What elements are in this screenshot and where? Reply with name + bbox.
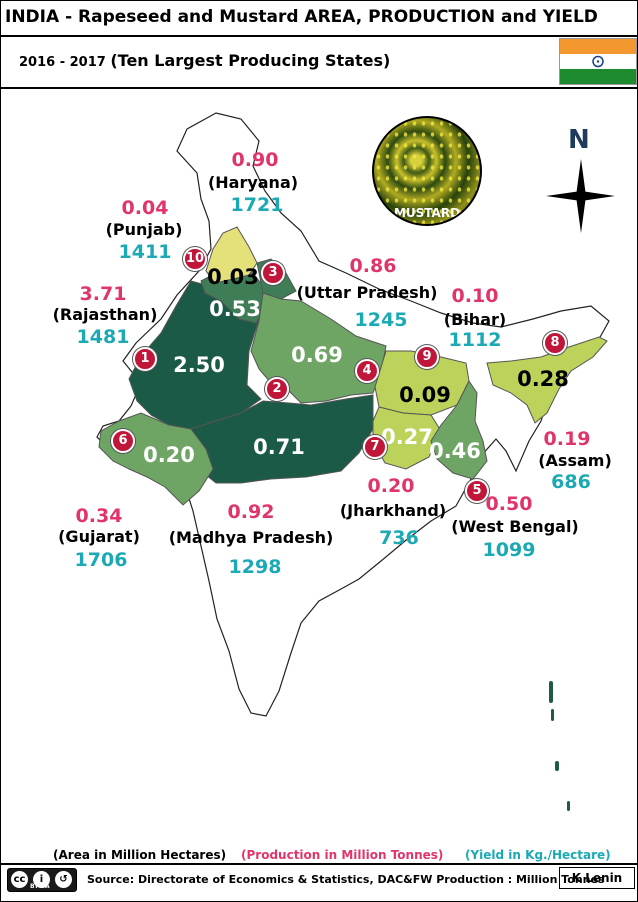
- gujarat-production: 0.34: [75, 505, 123, 527]
- andaman-islands: [549, 681, 570, 811]
- jharkhand-area: 0.27: [381, 425, 433, 449]
- haryana-production: 0.90: [231, 149, 279, 171]
- license-label: BY SA: [30, 883, 50, 890]
- west-bengal-production: 0.50: [485, 493, 533, 515]
- jharkhand-name: (Jharkhand): [339, 501, 447, 520]
- state-west-bengal: [430, 380, 488, 480]
- rajasthan-production: 3.71: [79, 283, 127, 305]
- punjab-name: (Punjab): [105, 220, 183, 239]
- west-bengal-yield: 1099: [482, 539, 536, 561]
- cc-icon: cc: [11, 871, 28, 888]
- rank-badge-jharkhand: 7: [363, 435, 387, 459]
- page-title: INDIA - Rapeseed and Mustard AREA, PRODU…: [5, 7, 598, 27]
- rajasthan-area: 2.50: [173, 353, 225, 377]
- uttar-pradesh-yield: 1245: [354, 309, 408, 331]
- rajasthan-name: (Rajasthan): [52, 305, 158, 324]
- uttar-pradesh-production: 0.86: [349, 255, 397, 277]
- rank-badge-madhya-pradesh: 2: [265, 377, 289, 401]
- legend-yield: (Yield in Kg./Hectare): [465, 848, 611, 862]
- rank-badge-haryana: 3: [261, 261, 285, 285]
- bihar-yield: 1112: [448, 329, 502, 351]
- rank-badge-punjab: 10: [183, 247, 207, 271]
- footer-divider: [1, 863, 637, 865]
- madhya-pradesh-yield: 1298: [228, 556, 282, 578]
- rank-badge-rajasthan: 1: [133, 347, 157, 371]
- gujarat-yield: 1706: [74, 549, 128, 571]
- state-uttar-pradesh: [250, 292, 387, 404]
- subtitle-label: (Ten Largest Producing States): [110, 51, 391, 70]
- state-jharkhand: [372, 406, 442, 470]
- creative-commons-badge: cc i ↺ BY SA: [7, 868, 77, 892]
- assam-yield: 686: [551, 471, 591, 493]
- compass-rose-icon: [546, 159, 615, 233]
- haryana-yield: 1721: [230, 194, 284, 216]
- sa-icon: ↺: [55, 871, 72, 888]
- rajasthan-yield: 1481: [76, 326, 130, 348]
- haryana-area: 0.53: [209, 297, 261, 321]
- jharkhand-production: 0.20: [367, 475, 415, 497]
- header-divider: [1, 87, 637, 89]
- madhya-pradesh-production: 0.92: [227, 501, 275, 523]
- rank-badge-assam: 8: [543, 331, 567, 355]
- uttar-pradesh-area: 0.69: [291, 343, 343, 367]
- bihar-production: 0.10: [451, 285, 499, 307]
- madhya-pradesh-area: 0.71: [253, 435, 305, 459]
- punjab-production: 0.04: [121, 197, 169, 219]
- source-note: Source: Directorate of Economics & Stati…: [87, 873, 605, 886]
- bihar-name: (Bihar): [443, 310, 507, 329]
- state-punjab: [205, 226, 258, 284]
- punjab-area: 0.03: [207, 265, 259, 289]
- west-bengal-area: 0.46: [429, 439, 481, 463]
- jharkhand-yield: 736: [379, 527, 419, 549]
- rank-badge-gujarat: 6: [111, 429, 135, 453]
- page-subtitle: 2016 - 2017 (Ten Largest Producing State…: [19, 51, 390, 70]
- assam-name: (Assam): [538, 451, 612, 470]
- west-bengal-name: (West Bengal): [451, 517, 579, 536]
- author-credit: K Lenin: [559, 867, 635, 889]
- by-icon: i: [33, 871, 50, 888]
- mustard-photo: MUSTARD: [372, 116, 482, 226]
- bihar-area: 0.09: [399, 383, 451, 407]
- assam-production: 0.19: [543, 428, 591, 450]
- assam-area: 0.28: [517, 367, 569, 391]
- compass-north-label: N: [568, 125, 590, 155]
- rank-badge-uttar-pradesh: 4: [355, 359, 379, 383]
- madhya-pradesh-name: (Madhya Pradesh): [168, 528, 334, 547]
- rank-badge-west-bengal: 5: [465, 479, 489, 503]
- legend-production: (Production in Million Tonnes): [241, 848, 444, 862]
- gujarat-name: (Gujarat): [58, 527, 140, 546]
- haryana-name: (Haryana): [207, 173, 299, 192]
- year-label: 2016 - 2017: [19, 55, 106, 70]
- rank-badge-bihar: 9: [415, 345, 439, 369]
- legend-area: (Area in Million Hectares): [53, 848, 227, 862]
- india-map: [96, 112, 615, 811]
- gujarat-area: 0.20: [143, 443, 195, 467]
- punjab-yield: 1411: [118, 241, 172, 263]
- title-divider: [1, 35, 637, 37]
- uttar-pradesh-name: (Uttar Pradesh): [296, 283, 438, 302]
- mustard-photo-label: MUSTARD: [393, 206, 461, 220]
- india-flag-icon: [559, 38, 637, 85]
